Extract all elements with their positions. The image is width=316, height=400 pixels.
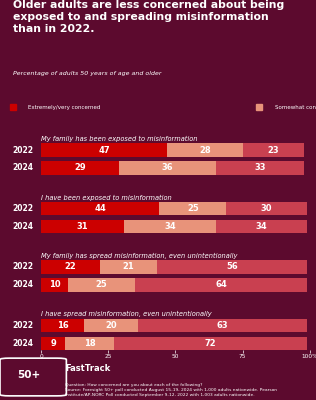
Bar <box>41 202 159 215</box>
Text: 63: 63 <box>216 321 228 330</box>
Bar <box>135 278 307 292</box>
Text: 29: 29 <box>74 164 86 172</box>
Text: 2022: 2022 <box>12 321 33 330</box>
Text: 20: 20 <box>105 321 117 330</box>
Text: 2024: 2024 <box>12 222 33 231</box>
Text: My family has been exposed to misinformation: My family has been exposed to misinforma… <box>41 136 198 142</box>
Bar <box>41 260 100 274</box>
Bar <box>125 220 216 233</box>
Text: 44: 44 <box>94 204 106 213</box>
Text: 36: 36 <box>161 164 173 172</box>
Bar <box>41 161 119 175</box>
Bar <box>41 318 84 332</box>
Text: 2024: 2024 <box>12 280 33 289</box>
Bar <box>100 260 157 274</box>
Bar <box>41 143 167 157</box>
Bar <box>119 161 216 175</box>
Bar <box>216 161 304 175</box>
Text: 34: 34 <box>164 222 176 231</box>
Text: 64: 64 <box>215 280 227 289</box>
Bar <box>84 318 138 332</box>
Text: 34: 34 <box>256 222 267 231</box>
Text: 16: 16 <box>57 321 69 330</box>
Text: 9: 9 <box>50 339 56 348</box>
Text: Percentage of adults 50 years of age and older: Percentage of adults 50 years of age and… <box>13 71 161 76</box>
Text: Extremely/very concerned: Extremely/very concerned <box>28 105 101 110</box>
Text: 21: 21 <box>123 262 134 272</box>
Text: 28: 28 <box>199 146 211 154</box>
Text: 2022: 2022 <box>12 146 33 154</box>
Text: Somewhat concerned: Somewhat concerned <box>275 105 316 110</box>
Text: 25: 25 <box>187 204 199 213</box>
Text: 2024: 2024 <box>12 164 33 172</box>
Text: 31: 31 <box>77 222 88 231</box>
Text: 33: 33 <box>254 164 266 172</box>
Text: 30: 30 <box>261 204 272 213</box>
Bar <box>157 260 307 274</box>
Text: 23: 23 <box>268 146 279 154</box>
Bar <box>41 220 125 233</box>
Bar <box>41 336 65 350</box>
Text: I have been exposed to misinformation: I have been exposed to misinformation <box>41 194 172 200</box>
Text: 2022: 2022 <box>12 204 33 213</box>
Bar <box>159 202 226 215</box>
Bar <box>41 278 68 292</box>
Text: I have spread misinformation, even unintentionally: I have spread misinformation, even unint… <box>41 311 212 317</box>
Bar <box>114 336 307 350</box>
Bar <box>65 336 114 350</box>
Text: My family has spread misinformation, even unintentionally: My family has spread misinformation, eve… <box>41 253 237 259</box>
Bar <box>167 143 243 157</box>
Text: 50+: 50+ <box>17 370 41 380</box>
Text: 10: 10 <box>49 280 60 289</box>
Text: 72: 72 <box>204 339 216 348</box>
Text: 56: 56 <box>226 262 238 272</box>
Text: 18: 18 <box>84 339 95 348</box>
Bar <box>68 278 135 292</box>
Text: 22: 22 <box>65 262 76 272</box>
Text: Question: How concerned are you about each of the following?
Source: Foresight 5: Question: How concerned are you about ea… <box>65 382 277 397</box>
Text: 25: 25 <box>96 280 107 289</box>
Text: 2024: 2024 <box>12 339 33 348</box>
Bar <box>138 318 307 332</box>
Text: 2022: 2022 <box>12 262 33 272</box>
Text: FastTrack: FastTrack <box>65 364 110 373</box>
Bar <box>227 202 307 215</box>
Bar <box>243 143 304 157</box>
Text: 47: 47 <box>98 146 110 154</box>
Text: Older adults are less concerned about being
exposed to and spreading misinformat: Older adults are less concerned about be… <box>13 0 284 34</box>
Bar <box>216 220 307 233</box>
